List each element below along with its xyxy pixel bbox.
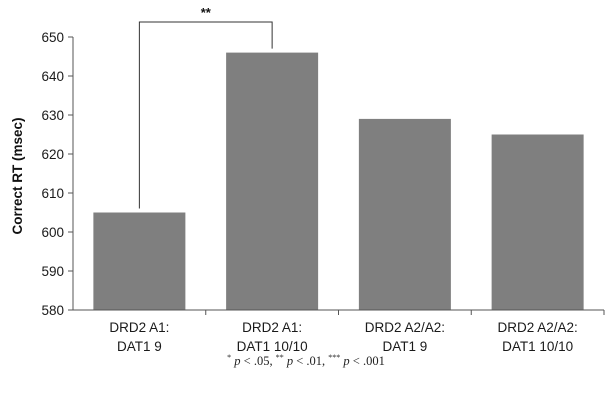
footnote-threshold-2: < .01,	[293, 354, 329, 369]
x-category-label: DRD2 A2/A2: DAT1 10/10	[497, 320, 577, 354]
y-tick-label: 590	[41, 264, 64, 279]
x-category-label: DRD2 A1: DAT1 10/10	[237, 320, 308, 354]
y-tick-label: 640	[41, 69, 64, 84]
x-category-label: DRD2 A1: DAT1 9	[109, 320, 169, 354]
y-tick-label: 610	[41, 186, 64, 201]
y-tick-label: 630	[41, 108, 64, 123]
y-axis: 580 590 600 610 620 630 640 650	[41, 30, 74, 318]
significance-annotation: **	[138, 5, 273, 209]
footnote-threshold-3: < .001	[349, 354, 385, 369]
footnote-symbol-1: *	[227, 353, 232, 362]
footnote-symbol-2: **	[275, 353, 284, 362]
y-tick-label: 620	[41, 147, 64, 162]
footnote-p-3: p	[343, 354, 350, 369]
y-tick-label: 600	[41, 225, 64, 240]
footnote-symbol-3: ***	[328, 353, 341, 362]
y-axis-title: Correct RT (msec)	[10, 117, 25, 234]
x-category-label: DRD2 A2/A2: DAT1 9	[365, 320, 445, 354]
bar	[358, 118, 451, 311]
y-tick-label: 580	[41, 303, 64, 318]
bars	[93, 52, 584, 311]
bar	[93, 212, 186, 310]
significance-bracket	[138, 21, 273, 209]
footnote-p-2: p	[286, 354, 294, 369]
x-axis: DRD2 A1: DAT1 9 DRD2 A1: DAT1 10/10 DRD2 A2/…	[73, 309, 605, 354]
footnote-threshold-1: < .05,	[240, 354, 276, 369]
significance-label: **	[201, 5, 212, 20]
footnote-p-1: p	[234, 354, 241, 369]
bar	[226, 52, 319, 310]
y-tick-label: 650	[41, 30, 64, 45]
significance-footnote: * p < .05, ** p < .01, *** p < .001	[0, 353, 612, 369]
bar	[491, 134, 584, 310]
